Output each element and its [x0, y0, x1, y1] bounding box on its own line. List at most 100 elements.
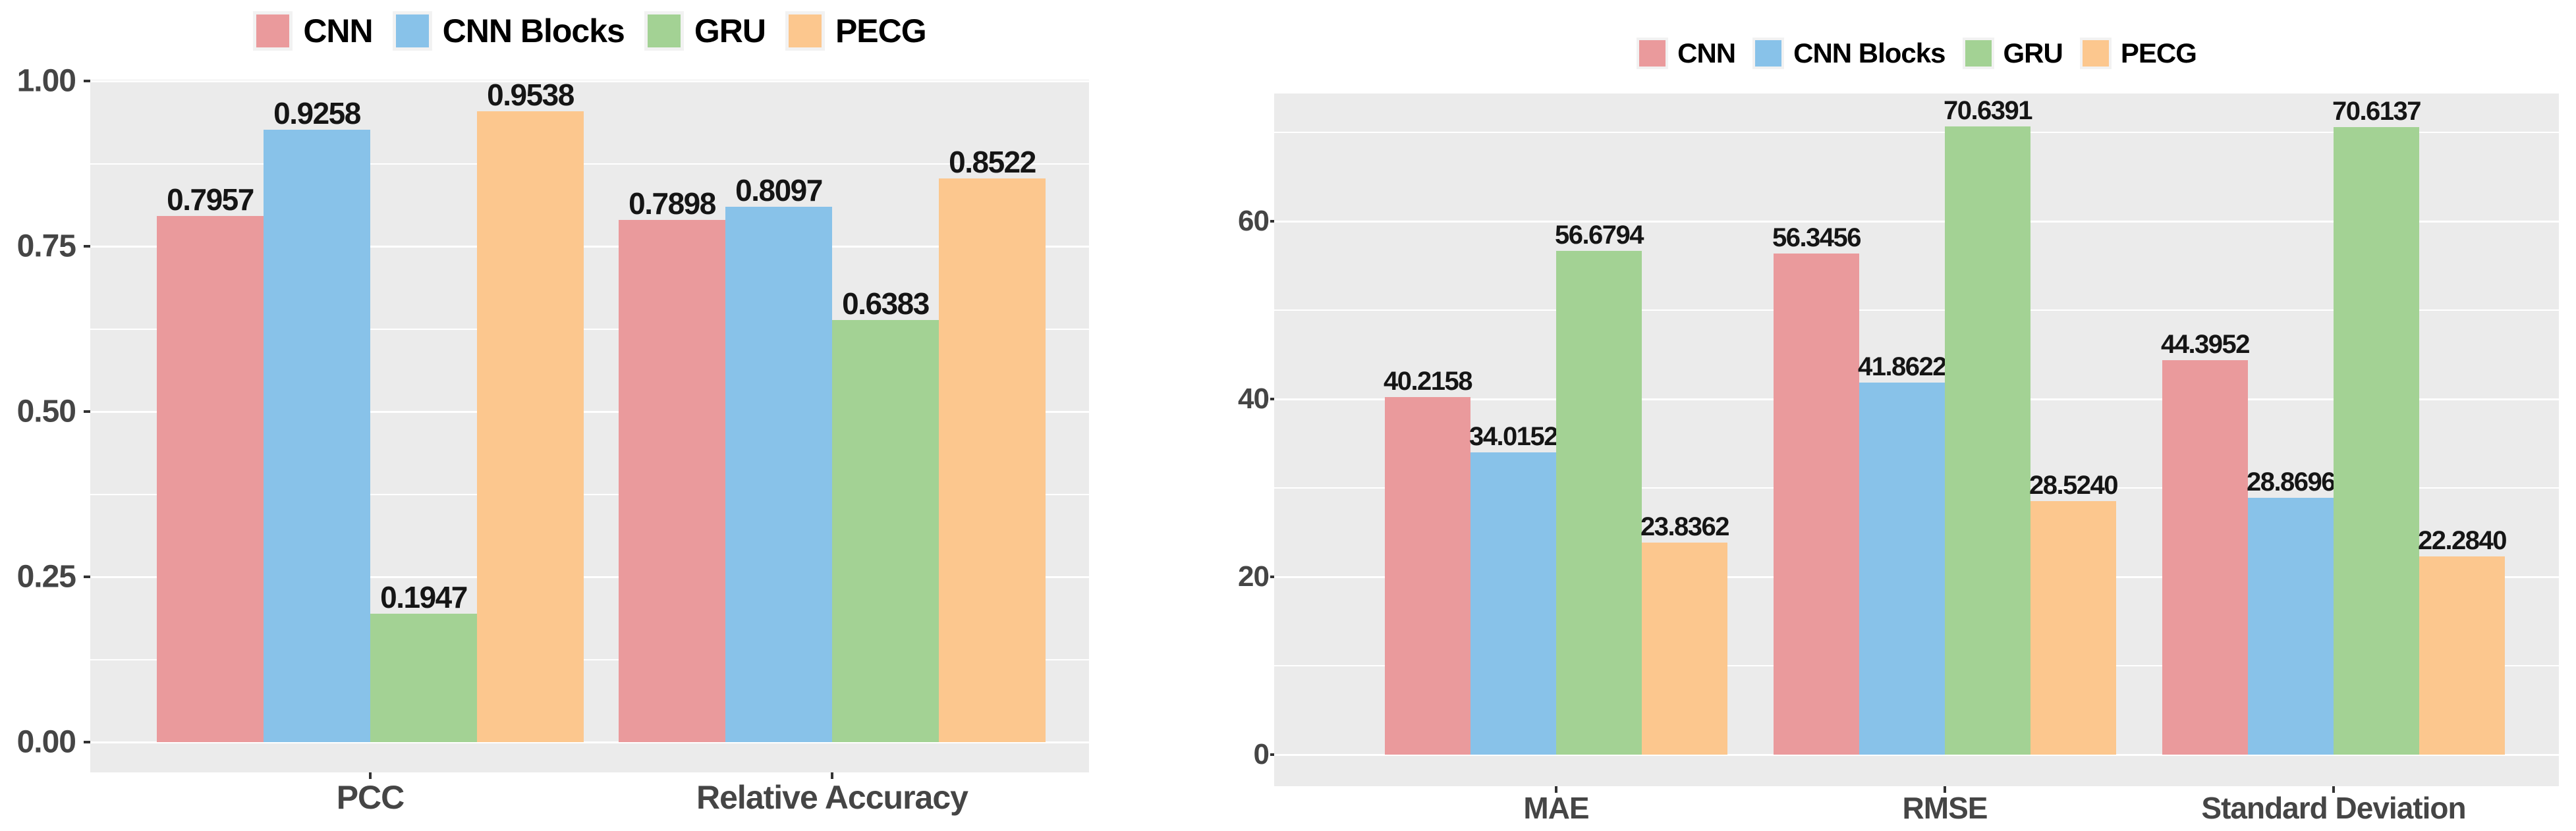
bar-rmse-cnn-blocks [1859, 382, 1945, 755]
bar-pcc-cnn-blocks [264, 130, 370, 742]
bar-mae-gru [1556, 250, 1642, 755]
bar-pcc-pecg [477, 111, 584, 742]
x-tick [2332, 786, 2335, 793]
y-tick [84, 576, 90, 578]
value-label-relative-accuracy-pecg: 0.8522 [949, 145, 1036, 180]
legend-swatch-cnn-blocks [395, 14, 429, 47]
legend-swatch-pecg [2082, 40, 2109, 67]
x-category-label-standard-deviation: Standard Deviation [2201, 791, 2466, 825]
legend-label-gru: GRU [694, 13, 766, 49]
legend-label-cnn: CNN [303, 13, 373, 49]
legend-item-pecg: PECG [785, 11, 927, 51]
legend-label-gru: GRU [2003, 38, 2063, 68]
value-label-mae-gru: 56.6794 [1554, 220, 1644, 250]
gridline-major [1274, 753, 2559, 756]
gridline-minor [90, 493, 1089, 495]
legend-swatch-gru [1965, 40, 1992, 67]
gridline-major [90, 741, 1089, 743]
legend-key-background [1752, 38, 1785, 69]
x-category-label-mae: MAE [1523, 791, 1589, 825]
legend-key-background [1962, 38, 1994, 69]
value-label-standard-deviation-gru: 70.6137 [2332, 96, 2422, 126]
gridline-major [90, 245, 1089, 248]
legend-label-cnn-blocks: CNN Blocks [1793, 38, 1946, 68]
y-tick-label: 20 [1238, 560, 1270, 593]
legend-swatch-cnn [1639, 40, 1666, 67]
value-label-pcc-gru: 0.1947 [380, 579, 468, 614]
legend-key-background [2079, 38, 2112, 69]
legend: CNN CNN Blocks GRU PECG [1274, 38, 2559, 69]
legend-label-pecg: PECG [835, 13, 927, 49]
y-tick-label: 0.75 [16, 228, 76, 264]
gridline-minor [90, 163, 1089, 165]
y-tick-label: 1.00 [16, 63, 76, 99]
value-label-relative-accuracy-cnn: 0.7898 [629, 186, 716, 221]
bar-relative-accuracy-cnn-blocks [725, 207, 832, 742]
value-label-relative-accuracy-cnn-blocks: 0.8097 [735, 173, 823, 208]
value-label-rmse-pecg: 28.5240 [2029, 470, 2119, 500]
bar-standard-deviation-cnn-blocks [2248, 498, 2334, 755]
legend-item-cnn: CNN [1637, 38, 1736, 69]
bar-rmse-pecg [2030, 500, 2116, 755]
legend-label-cnn: CNN [1677, 38, 1736, 68]
x-tick [1555, 786, 1557, 793]
y-tick [84, 410, 90, 413]
y-tick [84, 741, 90, 743]
bar-pcc-cnn [157, 216, 264, 742]
value-label-pcc-pecg: 0.9538 [487, 78, 574, 113]
value-label-pcc-cnn-blocks: 0.9258 [273, 96, 361, 131]
gridline-major [90, 410, 1089, 413]
gridline-minor [1274, 309, 2559, 311]
value-label-relative-accuracy-gru: 0.6383 [842, 286, 930, 321]
y-tick [84, 80, 90, 82]
legend-swatch-pecg [788, 14, 822, 47]
y-tick-label: 0.00 [16, 724, 76, 760]
legend-item-gru: GRU [1962, 38, 2063, 69]
legend-label-pecg: PECG [2120, 38, 2197, 68]
bar-standard-deviation-cnn [2162, 360, 2248, 755]
legend-item-cnn-blocks: CNN Blocks [392, 11, 625, 51]
bar-relative-accuracy-cnn [619, 220, 725, 742]
y-tick-label: 60 [1238, 205, 1270, 237]
bar-rmse-cnn [1774, 254, 1859, 755]
y-tick-label: 40 [1238, 383, 1270, 415]
value-label-rmse-cnn-blocks: 41.8622 [1857, 352, 1947, 381]
bar-mae-pecg [1642, 543, 1727, 755]
legend-swatch-cnn-blocks [1755, 40, 1782, 67]
legend-key-background [392, 11, 432, 51]
y-tick-label: 0.50 [16, 394, 76, 429]
y-tick [1270, 220, 1274, 223]
legend-swatch-gru [647, 14, 681, 47]
value-label-rmse-gru: 70.6391 [1943, 96, 2033, 126]
x-tick [1944, 786, 1946, 793]
legend-item-cnn: CNN [253, 11, 374, 51]
legend-item-pecg: PECG [2079, 38, 2197, 69]
gridline-major [90, 576, 1089, 578]
value-label-standard-deviation-cnn: 44.3952 [2160, 329, 2251, 359]
y-tick [1270, 576, 1274, 578]
x-category-label-relative-accuracy: Relative Accuracy [696, 779, 968, 816]
y-tick [1270, 753, 1274, 756]
gridline-minor [1274, 132, 2559, 133]
value-label-pcc-cnn: 0.7957 [167, 182, 254, 217]
x-category-label-rmse: RMSE [1902, 791, 1988, 825]
bar-standard-deviation-pecg [2419, 556, 2505, 755]
bar-relative-accuracy-gru [832, 320, 939, 742]
legend-key-background [253, 11, 293, 51]
gridline-major [1274, 220, 2559, 223]
value-label-mae-cnn-blocks: 34.0152 [1469, 421, 1559, 451]
x-category-label-pcc: PCC [336, 779, 405, 816]
bar-mae-cnn [1385, 397, 1470, 755]
x-tick [831, 772, 833, 779]
bar-rmse-gru [1945, 126, 2030, 755]
gridline-minor [90, 658, 1089, 660]
value-label-rmse-cnn: 56.3456 [1772, 223, 1862, 253]
gridline-minor [90, 328, 1089, 330]
legend: CNN CNN Blocks GRU PECG [90, 11, 1089, 51]
legend-item-cnn-blocks: CNN Blocks [1752, 38, 1946, 69]
y-tick [84, 245, 90, 248]
bar-standard-deviation-gru [2334, 126, 2419, 755]
y-tick [1270, 398, 1274, 400]
